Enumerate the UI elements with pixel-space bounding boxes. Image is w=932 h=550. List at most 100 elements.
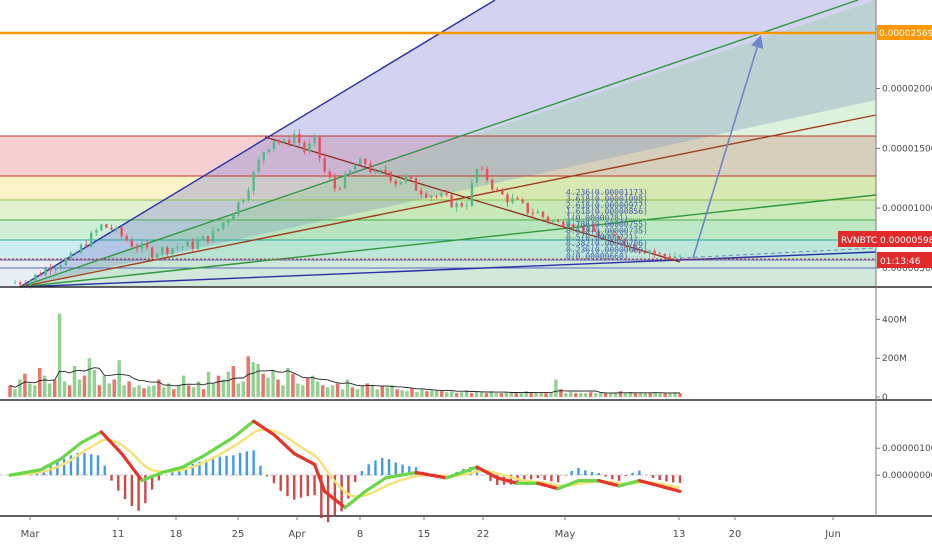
macd-histogram-bar xyxy=(56,461,59,476)
volume-panel[interactable] xyxy=(8,313,682,397)
macd-histogram-bar xyxy=(117,475,120,491)
macd-histogram-bar xyxy=(69,455,73,476)
candle-body xyxy=(485,169,489,180)
candle-body xyxy=(374,171,377,173)
candle-body xyxy=(120,227,123,237)
fan-line-blue-lower xyxy=(19,251,877,288)
volume-bar xyxy=(320,385,325,397)
candle-body xyxy=(287,140,291,144)
macd-histogram-bar xyxy=(387,459,391,476)
candle-body xyxy=(95,230,98,233)
volume-bar xyxy=(127,381,131,397)
candle-body xyxy=(272,140,276,150)
macd-histogram-bar xyxy=(651,475,655,479)
fib-level-label: 1.618(0.00000856) xyxy=(566,207,648,216)
macd-histogram-bar xyxy=(523,475,526,482)
candle-body xyxy=(257,160,260,173)
macd-histogram-bar xyxy=(286,475,289,497)
volume-y-axis[interactable]: 400M 200M 0 xyxy=(876,315,907,403)
candle-body xyxy=(480,168,484,170)
volume-bar xyxy=(519,392,523,397)
candle-body xyxy=(237,201,240,215)
volume-bar xyxy=(395,389,399,397)
candle-body xyxy=(242,200,245,202)
candle-body xyxy=(221,222,225,229)
volume-bar xyxy=(588,392,593,397)
volume-bar xyxy=(658,393,662,397)
volume-bar xyxy=(18,379,22,397)
macd-y-axis[interactable]: 0.00000100 0.00000000 xyxy=(876,444,932,481)
x-tick-label: May xyxy=(555,529,576,540)
candle-body xyxy=(282,140,286,143)
candle-body xyxy=(84,244,88,247)
fib-level-label: 1(0.00000781) xyxy=(566,214,629,223)
volume-bar xyxy=(43,375,47,397)
volume-bar xyxy=(425,391,429,397)
candle-body xyxy=(445,193,448,195)
macd-histogram-bar xyxy=(340,475,343,512)
macd-histogram-bar xyxy=(293,475,296,500)
volume-bar xyxy=(77,379,82,397)
candle-body xyxy=(536,211,540,214)
macd-panel[interactable] xyxy=(0,419,682,523)
candle-body xyxy=(201,236,205,241)
volume-bar xyxy=(559,389,563,397)
fib-level-label: 0.618(0.00000735) xyxy=(566,226,648,235)
macd-histogram-bar xyxy=(672,475,675,483)
macd-histogram-bar xyxy=(144,475,147,504)
volume-bar xyxy=(28,383,32,397)
macd-histogram-bar xyxy=(137,475,140,511)
candle-body xyxy=(668,256,672,259)
x-tick-label: Jun xyxy=(824,529,841,540)
macd-histogram-bar xyxy=(184,467,188,476)
candle-body xyxy=(267,149,271,153)
fib-level-label: 0.5(0.00000721) xyxy=(566,233,638,242)
volume-bar xyxy=(469,393,474,397)
volume-bar xyxy=(33,385,37,397)
fib-level-label: 0.382(0.00000706) xyxy=(566,239,648,248)
macd-histogram-bar xyxy=(408,466,411,476)
countdown-text: 01:13:46 xyxy=(880,257,921,267)
x-tick-label: 8 xyxy=(357,529,363,540)
candle-body xyxy=(39,274,42,276)
macd-histogram-bar xyxy=(265,475,269,477)
volume-bar xyxy=(191,387,196,397)
volume-bar xyxy=(489,391,494,397)
candle-body xyxy=(49,268,52,271)
macd-histogram-bar xyxy=(658,475,661,481)
volume-bar xyxy=(271,369,275,397)
candle-body xyxy=(79,244,83,253)
macd-histogram-bar xyxy=(638,470,641,476)
candle-body xyxy=(643,252,646,254)
macd-histogram-bar xyxy=(556,475,560,483)
candle-body xyxy=(562,221,565,227)
last-price-text: 0.00000598 xyxy=(880,236,932,246)
volume-bar xyxy=(390,385,394,397)
candle-body xyxy=(465,205,469,207)
candle-body xyxy=(115,227,118,230)
macd-histogram-bar xyxy=(90,454,93,476)
volume-bar xyxy=(668,393,672,397)
symbol-text: RVNBTC xyxy=(841,236,877,246)
macd-histogram-bar xyxy=(529,475,533,480)
volume-bar xyxy=(420,389,424,397)
candle-body xyxy=(125,236,128,241)
volume-bar xyxy=(583,393,588,397)
price-panel[interactable]: 4.236(0.00001173)3.618(0.00001098)2.618(… xyxy=(0,0,877,289)
volume-bar xyxy=(365,383,370,397)
volume-bar xyxy=(405,391,409,397)
candle-body xyxy=(404,175,408,182)
time-x-axis[interactable]: Mar 11 18 25 Apr 8 15 22 May 13 20 Jun xyxy=(21,516,841,540)
macd-histogram-bar xyxy=(103,465,106,476)
candle-body xyxy=(171,248,174,255)
candle-body xyxy=(161,247,164,255)
candle-body xyxy=(577,225,580,228)
symbol-price-tag: RVNBTC 0.00000598 xyxy=(838,231,932,247)
fib-level-label: 0.236(0.00000689) xyxy=(566,246,648,255)
candle-body xyxy=(13,282,17,284)
candle-body xyxy=(54,267,57,271)
candle-body xyxy=(64,258,68,266)
volume-bar xyxy=(196,381,201,397)
macd-histogram-bar xyxy=(76,452,79,476)
